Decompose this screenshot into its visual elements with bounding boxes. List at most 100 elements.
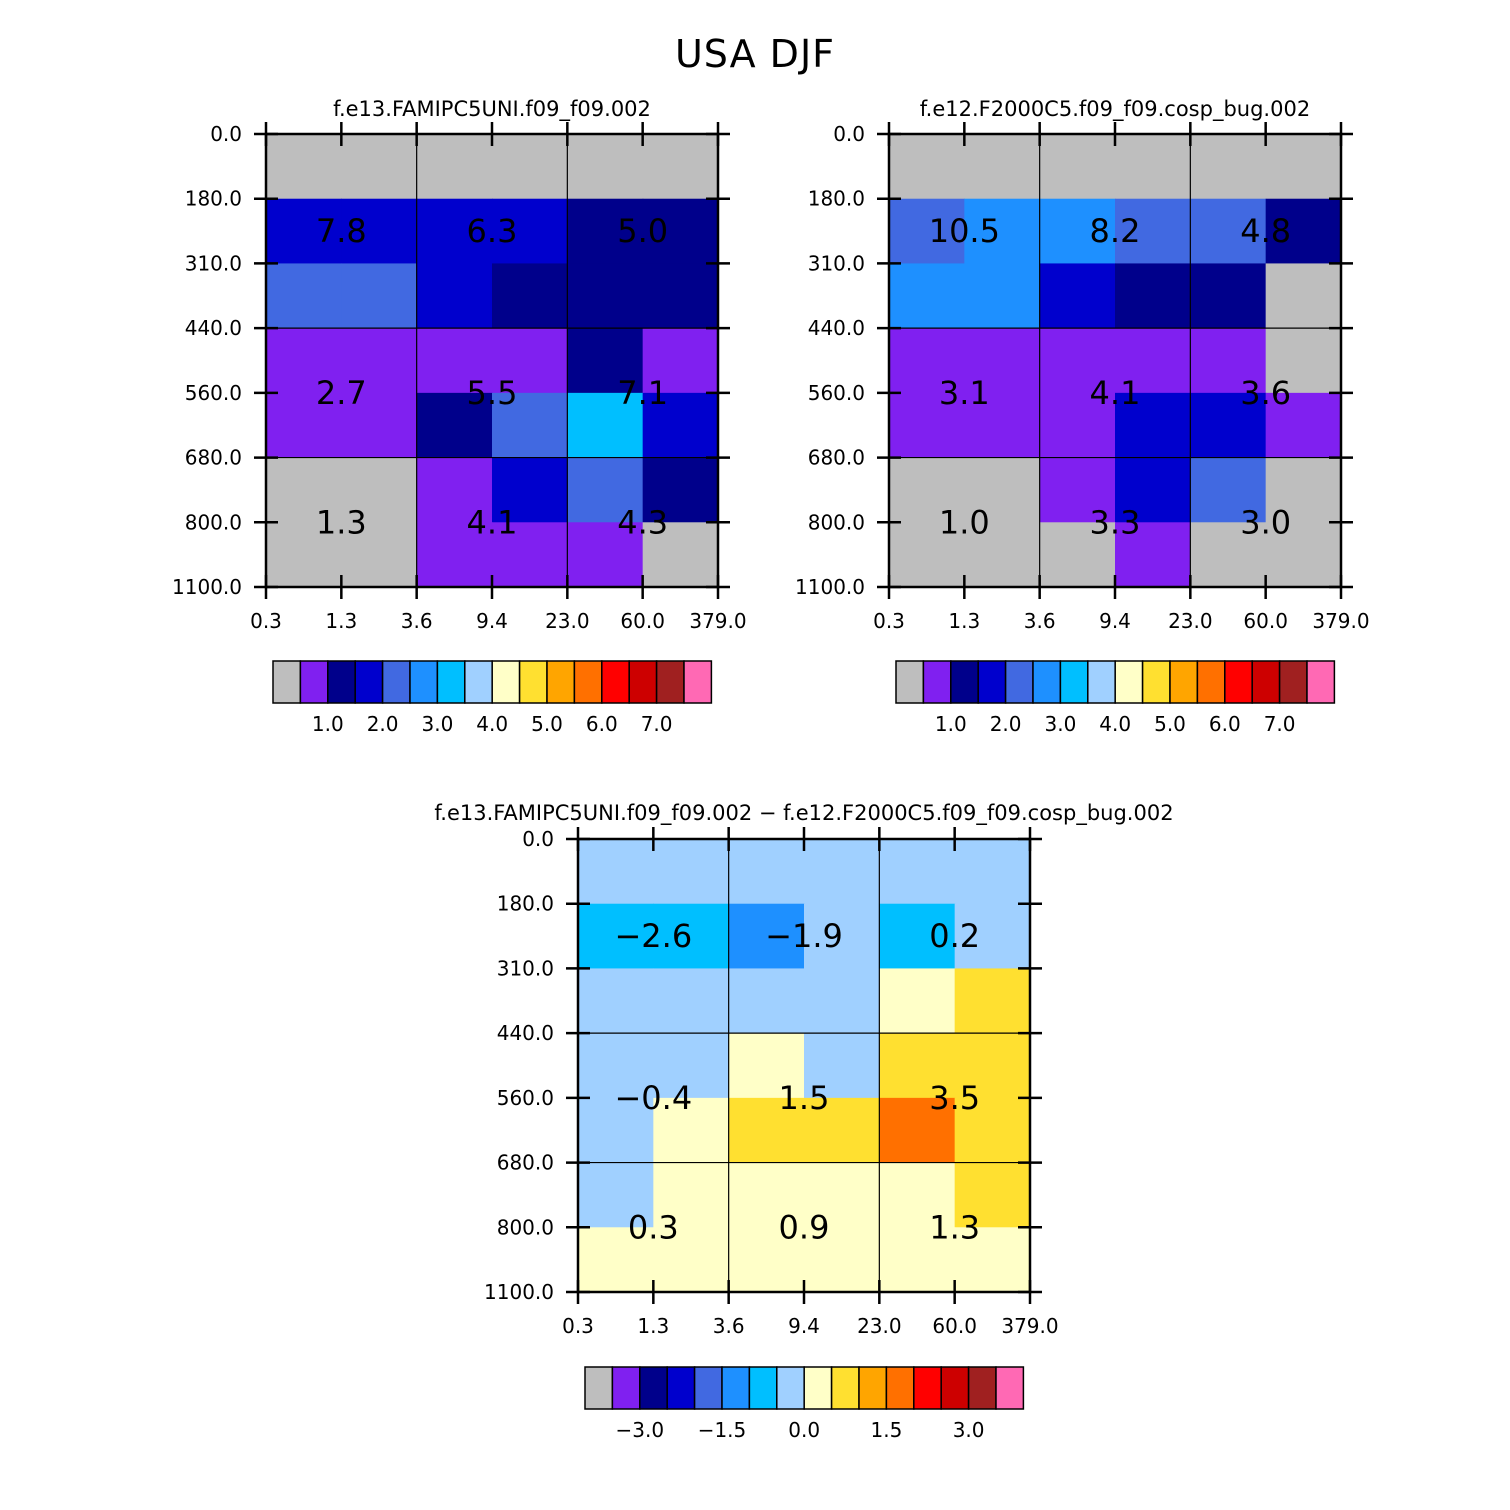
x-tick-label: 0.3: [562, 1314, 594, 1338]
heatmap-cell: [1039, 134, 1116, 200]
y-tick-label: 680.0: [808, 446, 865, 470]
y-tick-label: 1100.0: [795, 575, 865, 599]
heatmap-cell: [341, 198, 418, 265]
heatmap-cell: [266, 522, 342, 588]
box-value-label: 7.1: [617, 374, 668, 412]
heatmap-cell: [266, 457, 342, 523]
x-tick-label: 60.0: [620, 609, 665, 633]
colorbar-swatch: [950, 660, 979, 704]
colorbar-label: 1.0: [312, 712, 344, 736]
heatmap-cell: [954, 1227, 1031, 1293]
x-tick-label: 3.6: [401, 609, 433, 633]
heatmap-cell: [728, 903, 805, 970]
y-tick-label: 310.0: [185, 251, 242, 275]
colorbar-swatch: [1004, 660, 1034, 704]
box-value-label: 3.5: [929, 1079, 980, 1117]
heatmap-cell: [889, 263, 965, 329]
heatmap-cell: [1039, 522, 1116, 588]
box-value-label: 1.5: [779, 1079, 830, 1117]
heatmap-cell: [416, 198, 493, 265]
y-tick-label: 0.0: [833, 122, 865, 146]
y-tick-label: 1100.0: [484, 1280, 554, 1304]
colorbar-swatch: [693, 1366, 723, 1410]
heatmap-cell: [653, 1097, 730, 1164]
heatmap-cell: [266, 328, 342, 394]
heatmap-cell: [341, 328, 418, 394]
colorbar-label: 4.0: [1099, 712, 1131, 736]
heatmap-cell: [1115, 522, 1191, 588]
colorbar-swatch: [1196, 660, 1226, 704]
colorbar-label: 0.0: [788, 1418, 820, 1442]
box-value-label: 0.2: [929, 917, 980, 955]
heatmap-cell: [492, 328, 568, 394]
heatmap-cell: [416, 328, 493, 394]
heatmap-cell: [642, 457, 719, 523]
colorbar-swatch: [272, 660, 302, 704]
heatmap-cell: [653, 1033, 730, 1099]
heatmap-cell: [341, 263, 418, 329]
heatmap-cell: [1190, 134, 1267, 200]
panel-title: f.e12.F2000C5.f09_f09.cosp_bug.002: [920, 97, 1310, 122]
x-tick-label: 0.3: [873, 609, 905, 633]
heatmap-cell: [653, 903, 730, 970]
colorbar-label: −3.0: [616, 1418, 665, 1442]
panel-2: [877, 122, 1353, 704]
colorbar-swatch: [1059, 660, 1089, 704]
heatmap-cell: [653, 839, 730, 905]
colorbar-label: 2.0: [367, 712, 399, 736]
colorbar-swatch: [721, 1366, 751, 1410]
colorbar-swatch: [913, 1366, 942, 1410]
colorbar-swatch: [491, 660, 521, 704]
colorbar-label: 3.0: [953, 1418, 985, 1442]
heatmap-cell: [879, 1227, 956, 1293]
heatmap-cell: [879, 1097, 956, 1164]
heatmap-cell: [1190, 263, 1267, 329]
heatmap-cell: [492, 457, 568, 523]
x-tick-label: 1.3: [637, 1314, 669, 1338]
heatmap-cell: [1115, 134, 1191, 200]
heatmap-cell: [1039, 392, 1116, 459]
colorbar-swatch: [1114, 660, 1144, 704]
colorbar-label: 5.0: [1154, 712, 1186, 736]
x-tick-label: 9.4: [1099, 609, 1131, 633]
heatmap-cell: [1115, 457, 1191, 523]
colorbar-swatch: [611, 1366, 641, 1410]
heatmap-cell: [416, 263, 493, 329]
x-tick-label: 23.0: [545, 609, 590, 633]
y-tick-label: 0.0: [210, 122, 242, 146]
colorbar-label: −1.5: [698, 1418, 747, 1442]
box-value-label: −0.4: [614, 1079, 692, 1117]
heatmap-cell: [728, 1033, 805, 1099]
y-tick-label: 440.0: [808, 316, 865, 340]
heatmap-cell: [653, 968, 730, 1034]
y-tick-label: 310.0: [808, 251, 865, 275]
heatmap-cell: [879, 839, 956, 905]
heatmap-cell: [492, 392, 568, 459]
colorbar-swatch: [546, 660, 576, 704]
heatmap-cell: [266, 263, 342, 329]
heatmap-cell: [578, 1162, 654, 1228]
heatmap-cell: [954, 903, 1031, 970]
heatmap-cell: [266, 134, 342, 200]
colorbar-swatch: [895, 660, 925, 704]
heatmap-cell: [1190, 328, 1267, 394]
heatmap-cell: [1265, 392, 1342, 459]
colorbar-label: 7.0: [641, 712, 673, 736]
heatmap-cell: [954, 968, 1031, 1034]
heatmap-cell: [728, 839, 805, 905]
heatmap-cell: [653, 1162, 730, 1228]
colorbar-swatch: [967, 1366, 997, 1410]
colorbar-swatch: [1224, 660, 1253, 704]
heatmap-cell: [578, 839, 654, 905]
heatmap-cell: [492, 263, 568, 329]
heatmap-cell: [1115, 328, 1191, 394]
heatmap-cell: [642, 198, 719, 265]
heatmap-cell: [804, 1097, 880, 1164]
heatmap-cell: [954, 1033, 1031, 1099]
heatmap-cell: [642, 522, 719, 588]
heatmap-cell: [804, 1162, 880, 1228]
heatmap-cell: [964, 522, 1041, 588]
x-tick-label: 379.0: [1001, 1314, 1058, 1338]
box-value-label: −2.6: [614, 917, 692, 955]
